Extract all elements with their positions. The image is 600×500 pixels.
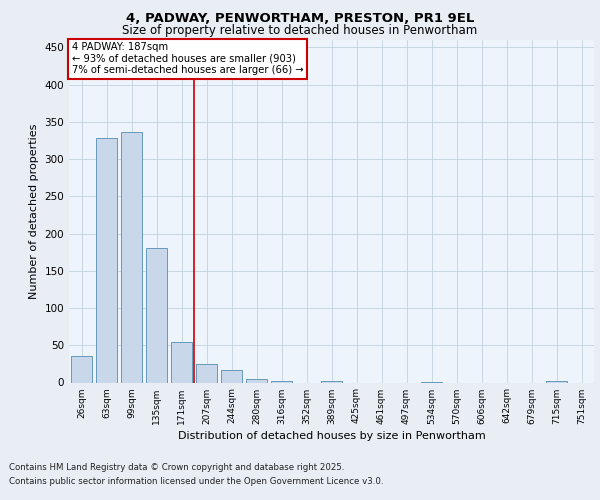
Bar [96, 138, 117, 382]
X-axis label: Distribution of detached houses by size in Penwortham: Distribution of detached houses by size … [178, 430, 485, 440]
Text: Contains public sector information licensed under the Open Government Licence v3: Contains public sector information licen… [9, 477, 383, 486]
Text: Contains HM Land Registry data © Crown copyright and database right 2025.: Contains HM Land Registry data © Crown c… [9, 464, 344, 472]
Bar [221, 370, 242, 382]
Text: Size of property relative to detached houses in Penwortham: Size of property relative to detached ho… [122, 24, 478, 37]
Bar [71, 356, 92, 382]
Bar [121, 132, 142, 382]
Bar [271, 381, 292, 382]
Bar [146, 248, 167, 382]
Bar [171, 342, 192, 382]
Bar [546, 381, 567, 382]
Bar [246, 379, 267, 382]
Y-axis label: Number of detached properties: Number of detached properties [29, 124, 39, 299]
Text: 4 PADWAY: 187sqm
← 93% of detached houses are smaller (903)
7% of semi-detached : 4 PADWAY: 187sqm ← 93% of detached house… [71, 42, 303, 76]
Text: 4, PADWAY, PENWORTHAM, PRESTON, PR1 9EL: 4, PADWAY, PENWORTHAM, PRESTON, PR1 9EL [126, 12, 474, 26]
Bar [196, 364, 217, 382]
Bar [321, 381, 342, 382]
